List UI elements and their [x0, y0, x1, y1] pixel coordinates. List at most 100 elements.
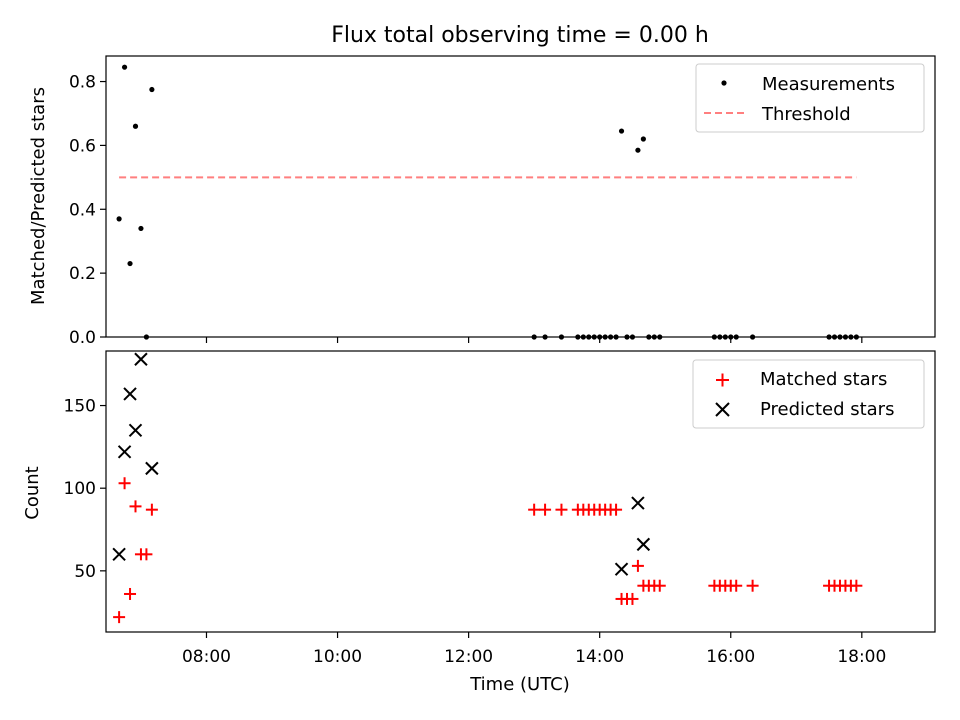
measurement-point — [116, 216, 122, 222]
matched-stars-point — [118, 477, 131, 490]
measurement-point — [635, 147, 641, 153]
bottom-ytick-label: 50 — [74, 562, 96, 582]
matched-stars-point — [626, 592, 639, 605]
measurement-point — [831, 334, 838, 340]
legend-predicted-marker — [715, 402, 730, 417]
measurement-point — [149, 86, 155, 93]
measurement-point — [575, 334, 581, 340]
predicted-stars-point — [123, 387, 137, 401]
top-axes-frame — [105, 55, 936, 338]
bottom-axes-frame — [105, 350, 936, 633]
bottom-xlabel: Time (UTC) — [469, 674, 570, 695]
measurement-point — [624, 334, 630, 340]
bottom-xtick-label: 14:00 — [575, 647, 624, 667]
bottom-ytick-label: 100 — [64, 479, 96, 499]
measurement-point — [531, 334, 537, 340]
measurement-point — [613, 334, 619, 340]
bottom-y-ticks: 50 100 150 — [64, 397, 106, 582]
top-ylabel: Matched/Predicted stars — [28, 87, 49, 305]
measurement-point — [711, 334, 717, 340]
legend-threshold-label: Threshold — [761, 104, 851, 125]
bottom-xtick-label: 08:00 — [182, 647, 231, 667]
legend-measurements-label: Measurements — [762, 74, 895, 95]
top-ytick-label: 0.6 — [69, 136, 96, 156]
measurement-point — [629, 334, 636, 340]
measurement-point — [717, 334, 723, 340]
measurement-point — [138, 225, 144, 232]
measurement-point — [722, 334, 728, 340]
bottom-legend: Matched stars Predicted stars — [692, 359, 925, 429]
measurement-point — [837, 334, 843, 340]
matched-stars-point — [610, 503, 623, 516]
top-legend-box — [695, 63, 925, 133]
legend-predicted-label: Predicted stars — [760, 399, 894, 420]
predicted-stars-point — [631, 496, 645, 510]
bottom-x-ticks: 08:00 10:00 12:00 14:00 16:00 18:00 — [182, 632, 886, 667]
bottom-xtick-label: 16:00 — [706, 647, 755, 667]
matched-stars-point — [124, 587, 137, 600]
predicted-stars-point — [117, 445, 132, 459]
measurement-point — [121, 64, 128, 70]
measurement-point — [842, 334, 849, 340]
measurement-point — [853, 334, 859, 340]
predicted-stars-point — [614, 562, 629, 576]
matched-stars-point — [730, 579, 743, 592]
predicted-stars-point — [128, 423, 143, 438]
predicted-stars-point — [134, 352, 148, 366]
measurement-point — [749, 334, 756, 340]
matched-stars-point — [528, 503, 541, 516]
matched-stars-point — [631, 559, 644, 572]
legend-matched-label: Matched stars — [760, 369, 887, 390]
top-ytick-label: 0.8 — [69, 73, 96, 93]
measurement-point — [651, 334, 657, 340]
measurement-point — [602, 334, 608, 340]
top-marks — [116, 64, 859, 340]
bottom-ylabel: Count — [22, 466, 43, 519]
measurement-point — [646, 334, 652, 340]
bottom-legend-box — [692, 359, 925, 429]
measurement-point — [542, 334, 548, 340]
measurement-point — [580, 334, 586, 340]
top-ytick-label: 0.4 — [69, 200, 96, 220]
chart-title: Flux total observing time = 0.00 h — [331, 23, 709, 48]
bottom-ytick-label: 150 — [64, 397, 96, 417]
matched-stars-point — [539, 503, 552, 516]
measurement-point — [826, 334, 832, 340]
matched-stars-point — [145, 503, 158, 516]
measurement-point — [733, 334, 739, 340]
top-legend: Measurements Threshold — [695, 63, 925, 133]
measurement-point — [143, 334, 150, 340]
measurement-point — [591, 334, 597, 340]
measurement-point — [848, 334, 854, 340]
top-panel: 0.00.20.40.60.8 Matched/Predicted stars … — [28, 55, 936, 348]
matched-stars-point — [129, 500, 142, 513]
bottom-xtick-label: 10:00 — [313, 647, 362, 667]
top-ytick-label: 0.2 — [69, 264, 96, 284]
matched-stars-point — [113, 611, 126, 624]
matched-stars-point — [746, 579, 759, 592]
bottom-marks — [112, 352, 863, 624]
legend-measurements-marker — [721, 80, 727, 86]
measurement-point — [657, 334, 663, 340]
matched-stars-point — [140, 548, 153, 561]
measurement-point — [132, 123, 139, 129]
predicted-stars-point — [112, 547, 126, 562]
predicted-stars-point — [145, 461, 159, 476]
measurement-point — [608, 334, 614, 340]
measurement-point — [558, 334, 565, 340]
matched-stars-point — [850, 579, 863, 592]
measurement-point — [640, 136, 646, 142]
predicted-stars-point — [636, 537, 651, 552]
bottom-xtick-label: 12:00 — [444, 647, 493, 667]
top-y-ticks: 0.0 0.2 0.4 0.6 0.8 — [69, 73, 106, 348]
matched-stars-point — [653, 579, 666, 592]
top-ytick-label: 0.0 — [69, 328, 96, 348]
measurement-point — [127, 260, 133, 267]
matched-stars-point — [555, 503, 568, 516]
measurement-point — [586, 334, 592, 340]
measurement-point — [618, 128, 625, 134]
bottom-xtick-label: 18:00 — [837, 647, 886, 667]
legend-matched-marker — [716, 373, 729, 387]
